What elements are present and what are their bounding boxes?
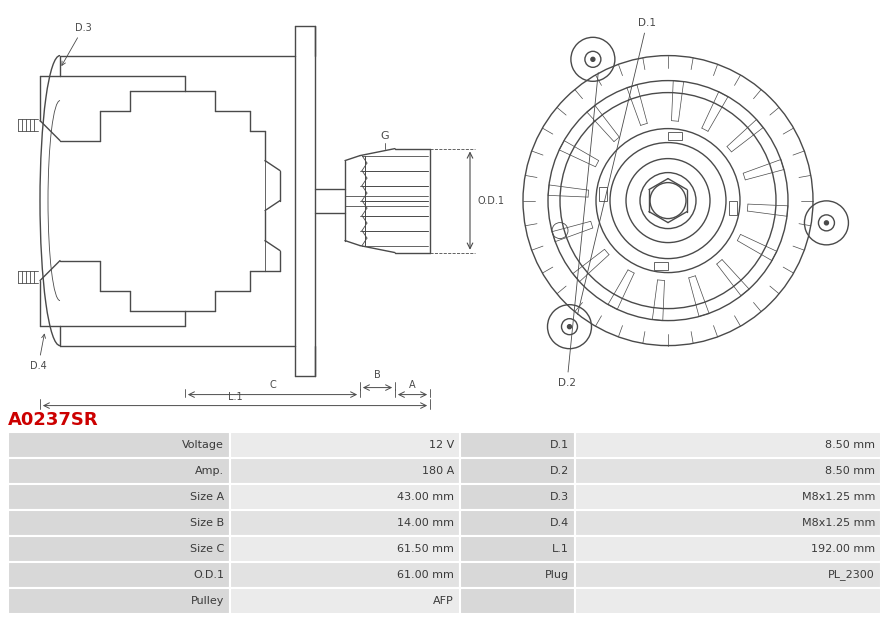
Bar bbox=[575, 588, 881, 614]
Bar bbox=[460, 588, 575, 614]
Text: Size B: Size B bbox=[190, 518, 224, 528]
Text: D.4: D.4 bbox=[549, 518, 569, 528]
Circle shape bbox=[567, 325, 572, 329]
Bar bbox=[230, 484, 460, 510]
Text: Pulley: Pulley bbox=[190, 596, 224, 606]
Text: Size A: Size A bbox=[190, 492, 224, 502]
Text: D.2: D.2 bbox=[558, 73, 598, 388]
Bar bbox=[230, 432, 460, 458]
Bar bbox=[8, 458, 230, 484]
Text: L.1: L.1 bbox=[228, 392, 243, 402]
Bar bbox=[575, 510, 881, 536]
Text: D.4: D.4 bbox=[30, 334, 47, 371]
Bar bbox=[8, 432, 230, 458]
Text: D.3: D.3 bbox=[550, 492, 569, 502]
Circle shape bbox=[591, 57, 595, 61]
Bar bbox=[8, 484, 230, 510]
Bar bbox=[575, 536, 881, 562]
Bar bbox=[460, 432, 575, 458]
Bar bbox=[8, 536, 230, 562]
Bar bbox=[460, 510, 575, 536]
Text: M8x1.25 mm: M8x1.25 mm bbox=[802, 492, 875, 502]
Bar bbox=[575, 432, 881, 458]
Bar bbox=[460, 536, 575, 562]
Text: 43.00 mm: 43.00 mm bbox=[397, 492, 454, 502]
Text: Plug: Plug bbox=[545, 570, 569, 580]
Text: B: B bbox=[374, 369, 380, 379]
Text: D.2: D.2 bbox=[549, 466, 569, 476]
Bar bbox=[230, 458, 460, 484]
Text: A0237SR: A0237SR bbox=[8, 411, 99, 429]
Bar bbox=[575, 562, 881, 588]
Text: D.3: D.3 bbox=[62, 22, 92, 65]
Bar bbox=[230, 588, 460, 614]
Text: Voltage: Voltage bbox=[182, 440, 224, 450]
Text: PL_2300: PL_2300 bbox=[829, 569, 875, 581]
Bar bbox=[8, 510, 230, 536]
Text: 14.00 mm: 14.00 mm bbox=[397, 518, 454, 528]
Bar bbox=[460, 484, 575, 510]
Text: AFP: AFP bbox=[433, 596, 454, 606]
Text: 8.50 mm: 8.50 mm bbox=[825, 466, 875, 476]
Text: L.1: L.1 bbox=[552, 544, 569, 554]
Text: C: C bbox=[269, 379, 276, 389]
Bar bbox=[230, 562, 460, 588]
Text: 8.50 mm: 8.50 mm bbox=[825, 440, 875, 450]
Text: 61.50 mm: 61.50 mm bbox=[397, 544, 454, 554]
Text: M8x1.25 mm: M8x1.25 mm bbox=[802, 518, 875, 528]
Bar bbox=[460, 562, 575, 588]
Bar bbox=[575, 458, 881, 484]
Bar bbox=[460, 458, 575, 484]
Bar bbox=[575, 484, 881, 510]
Text: 180 A: 180 A bbox=[421, 466, 454, 476]
Text: 12 V: 12 V bbox=[428, 440, 454, 450]
Text: O.D.1: O.D.1 bbox=[193, 570, 224, 580]
Text: 61.00 mm: 61.00 mm bbox=[397, 570, 454, 580]
Text: D.1: D.1 bbox=[550, 440, 569, 450]
Text: Size C: Size C bbox=[189, 544, 224, 554]
Circle shape bbox=[824, 221, 829, 225]
Bar bbox=[8, 588, 230, 614]
Text: 192.00 mm: 192.00 mm bbox=[811, 544, 875, 554]
Text: D.1: D.1 bbox=[578, 17, 656, 315]
Text: Amp.: Amp. bbox=[195, 466, 224, 476]
Bar bbox=[230, 536, 460, 562]
Text: A: A bbox=[409, 379, 416, 389]
Bar bbox=[8, 562, 230, 588]
Text: G: G bbox=[380, 131, 389, 141]
Text: O.D.1: O.D.1 bbox=[478, 196, 505, 206]
Bar bbox=[230, 510, 460, 536]
